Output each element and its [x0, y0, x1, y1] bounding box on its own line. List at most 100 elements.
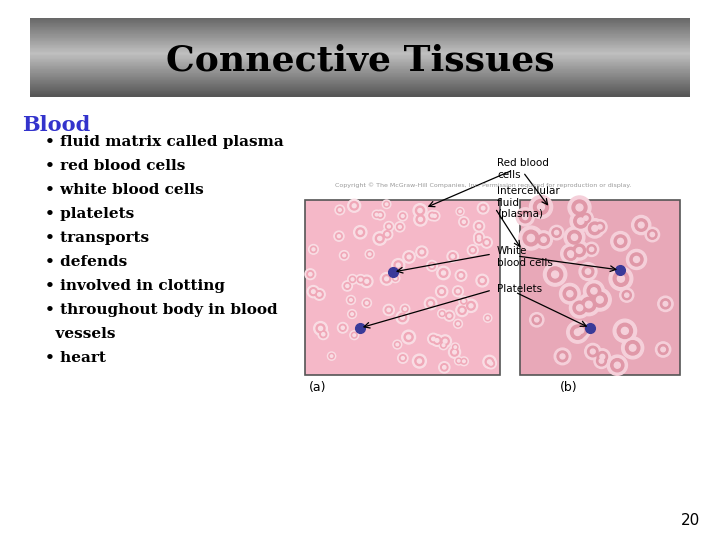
Text: • red blood cells: • red blood cells [45, 159, 185, 173]
Circle shape [449, 346, 461, 358]
Circle shape [398, 211, 408, 221]
Circle shape [639, 222, 644, 228]
Circle shape [552, 228, 562, 237]
Circle shape [350, 330, 359, 340]
Circle shape [429, 212, 436, 219]
Circle shape [645, 227, 660, 242]
Circle shape [337, 207, 343, 213]
Circle shape [567, 231, 581, 244]
Bar [30, 37, 690, 38]
Text: Intercellular
fluid
(plasma): Intercellular fluid (plasma) [497, 186, 559, 219]
Circle shape [476, 236, 482, 243]
Circle shape [541, 237, 546, 242]
Bar [30, 45, 690, 46]
Circle shape [400, 315, 405, 319]
Circle shape [575, 329, 581, 335]
Circle shape [441, 363, 448, 371]
Bar [30, 64, 690, 65]
Circle shape [361, 275, 373, 287]
Text: vessels: vessels [45, 327, 115, 341]
Circle shape [365, 249, 374, 259]
Circle shape [561, 244, 580, 264]
Circle shape [563, 287, 577, 300]
Circle shape [566, 251, 576, 260]
Circle shape [573, 301, 586, 314]
Circle shape [348, 274, 357, 284]
Circle shape [312, 290, 315, 293]
Circle shape [396, 263, 400, 267]
Bar [30, 80, 690, 82]
Circle shape [384, 277, 389, 281]
Circle shape [379, 213, 382, 217]
Bar [30, 48, 690, 49]
Circle shape [599, 359, 604, 363]
Bar [30, 77, 690, 78]
Circle shape [547, 267, 563, 282]
Circle shape [447, 251, 459, 262]
Circle shape [394, 277, 397, 280]
Circle shape [373, 232, 387, 245]
Circle shape [362, 298, 372, 308]
Circle shape [475, 222, 482, 230]
Circle shape [467, 245, 478, 255]
Circle shape [621, 337, 644, 359]
Circle shape [453, 286, 463, 296]
Bar [30, 85, 690, 86]
Circle shape [594, 349, 611, 365]
Circle shape [572, 200, 587, 215]
Bar [30, 55, 690, 56]
Bar [30, 67, 690, 69]
Circle shape [563, 248, 578, 263]
Circle shape [620, 288, 634, 302]
Circle shape [595, 222, 605, 232]
Circle shape [365, 301, 368, 305]
Circle shape [396, 311, 409, 324]
Text: • throughout body in blood: • throughout body in blood [45, 303, 278, 317]
Circle shape [442, 344, 445, 347]
Bar [30, 36, 690, 37]
Circle shape [455, 269, 467, 281]
Bar [30, 93, 690, 94]
Circle shape [403, 308, 406, 310]
Circle shape [572, 321, 590, 340]
Circle shape [534, 199, 549, 214]
Circle shape [461, 298, 467, 304]
Circle shape [462, 300, 465, 302]
Circle shape [538, 204, 544, 211]
Circle shape [415, 206, 425, 215]
Circle shape [593, 292, 607, 307]
Circle shape [443, 366, 446, 369]
Circle shape [569, 253, 573, 258]
Bar [30, 78, 690, 79]
Circle shape [554, 348, 571, 364]
Bar [30, 43, 690, 44]
Circle shape [433, 336, 441, 344]
Bar [30, 91, 690, 92]
Bar [30, 40, 690, 41]
Bar [30, 83, 690, 84]
Circle shape [341, 252, 347, 259]
Circle shape [339, 325, 346, 331]
Circle shape [439, 310, 445, 316]
Circle shape [415, 356, 424, 366]
Circle shape [305, 269, 316, 280]
Circle shape [366, 251, 372, 257]
Circle shape [592, 225, 598, 231]
Text: • platelets: • platelets [45, 207, 134, 221]
Bar [30, 63, 690, 64]
Circle shape [353, 334, 356, 336]
Circle shape [402, 251, 415, 263]
Text: (a): (a) [309, 381, 326, 394]
Circle shape [382, 275, 391, 283]
Circle shape [436, 286, 448, 298]
Bar [30, 84, 690, 85]
Circle shape [457, 272, 465, 279]
Bar [30, 90, 690, 91]
Circle shape [567, 251, 574, 256]
Circle shape [418, 217, 423, 221]
Circle shape [342, 281, 352, 291]
Circle shape [660, 299, 670, 309]
Bar [30, 42, 690, 43]
Circle shape [475, 233, 482, 240]
Circle shape [380, 273, 393, 285]
